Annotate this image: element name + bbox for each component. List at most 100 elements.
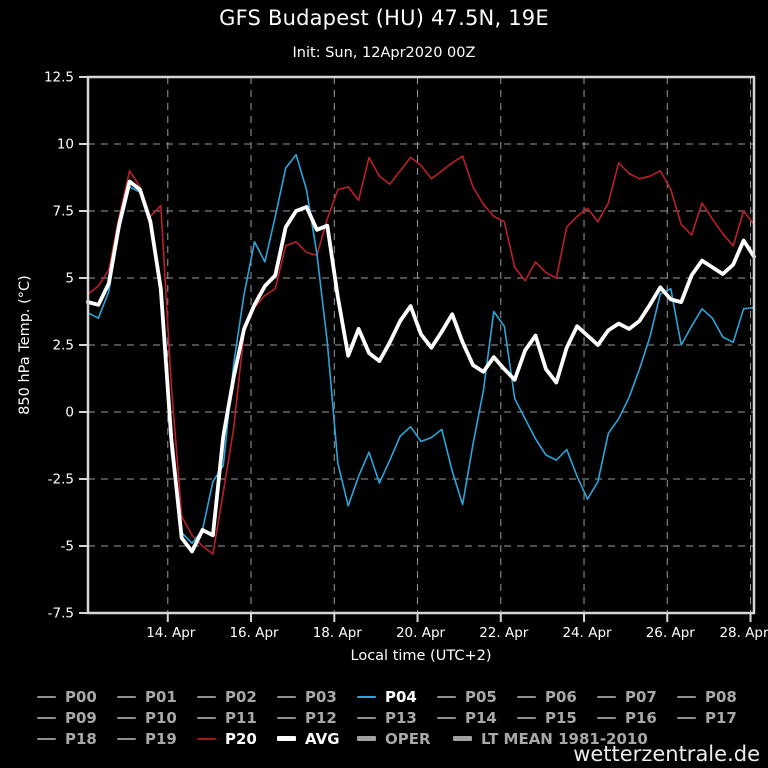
legend-item-p20: P20 xyxy=(197,730,277,748)
legend-swatch-lt-mean-1981-2010 xyxy=(453,736,472,741)
legend-label-p17: P17 xyxy=(705,708,737,727)
legend-label-p12: P12 xyxy=(305,708,337,727)
y-axis-title: 850 hPa Temp. (°C) xyxy=(17,275,33,415)
xtick-label-14. Apr: 14. Apr xyxy=(146,625,196,641)
xtick-label-18. Apr: 18. Apr xyxy=(313,625,363,641)
ytick-label-12.5: 12.5 xyxy=(44,70,74,86)
xtick-label-16. Apr: 16. Apr xyxy=(229,625,279,641)
legend-swatch-p06 xyxy=(517,695,536,698)
legend-swatch-p13 xyxy=(357,716,376,719)
legend-swatch-oper xyxy=(357,736,376,741)
legend-swatch-p15 xyxy=(517,716,536,719)
legend-item-p17: P17 xyxy=(677,709,757,727)
legend-swatch-p20 xyxy=(197,737,216,740)
legend-label-p07: P07 xyxy=(625,687,657,706)
series-avg-line xyxy=(86,179,756,554)
legend-swatch-avg xyxy=(277,736,296,741)
legend-swatch-p14 xyxy=(437,716,456,719)
legend-swatch-p09 xyxy=(37,716,56,719)
xtick-label-20. Apr: 20. Apr xyxy=(396,625,446,641)
legend-row-2: P09 P10 P11 P12 P13 P14 P15 P16 P17 xyxy=(37,707,764,728)
ytick-label--7.5: -7.5 xyxy=(48,606,74,622)
ytick-label-10: 10 xyxy=(57,137,74,153)
page-title: GFS Budapest (HU) 47.5N, 19E xyxy=(219,6,549,30)
legend-item-p09: P09 xyxy=(37,709,117,727)
legend-item-p03: P03 xyxy=(277,688,357,706)
legend-item-avg: AVG xyxy=(277,730,357,748)
ytick-label-7.5: 7.5 xyxy=(53,204,74,220)
legend-label-avg: AVG xyxy=(305,729,340,748)
legend-item-p07: P07 xyxy=(597,688,677,706)
legend-item-p04: P04 xyxy=(357,688,437,706)
ytick-label-0: 0 xyxy=(65,405,74,421)
legend-item-p13: P13 xyxy=(357,709,437,727)
legend-item-oper: OPER xyxy=(357,730,453,748)
legend-item-lt-mean-1981-2010: LT MEAN 1981-2010 xyxy=(453,730,648,748)
legend-item-p00: P00 xyxy=(37,688,117,706)
legend-label-p10: P10 xyxy=(145,708,177,727)
legend-swatch-p05 xyxy=(437,695,456,698)
legend-item-p19: P19 xyxy=(117,730,197,748)
legend-item-p02: P02 xyxy=(197,688,277,706)
watermark: wetterzentrale.de xyxy=(573,742,760,766)
xtick-label-28. Apr: 28. Apr xyxy=(719,625,768,641)
legend-label-p18: P18 xyxy=(65,729,97,748)
legend-label-p03: P03 xyxy=(305,687,337,706)
ytick-label--2.5: -2.5 xyxy=(48,472,74,488)
legend-swatch-p12 xyxy=(277,716,296,719)
legend-item-p18: P18 xyxy=(37,730,117,748)
ytick-label-2.5: 2.5 xyxy=(53,338,74,354)
legend-item-p01: P01 xyxy=(117,688,197,706)
legend-label-p09: P09 xyxy=(65,708,97,727)
xtick-label-22. Apr: 22. Apr xyxy=(479,625,529,641)
legend-item-p10: P10 xyxy=(117,709,197,727)
legend-row-1: P00 P01 P02 P03 P04 P05 P06 P07 P08 xyxy=(37,686,764,707)
legend-item-p05: P05 xyxy=(437,688,517,706)
legend-swatch-p16 xyxy=(597,716,616,719)
legend-label-p02: P02 xyxy=(225,687,257,706)
legend-label-p15: P15 xyxy=(545,708,577,727)
legend-swatch-p04 xyxy=(357,695,376,698)
legend-swatch-p19 xyxy=(117,737,136,740)
ytick-label-5: 5 xyxy=(65,271,74,287)
legend-swatch-p10 xyxy=(117,716,136,719)
xtick-label-26. Apr: 26. Apr xyxy=(646,625,696,641)
x-axis-title: Local time (UTC+2) xyxy=(351,648,492,664)
legend-swatch-p02 xyxy=(197,695,216,698)
series-p04-line xyxy=(87,153,755,545)
legend-label-oper: OPER xyxy=(385,729,431,748)
legend-label-p16: P16 xyxy=(625,708,657,727)
legend-swatch-p07 xyxy=(597,695,616,698)
legend-swatch-p08 xyxy=(677,695,696,698)
legend-label-p14: P14 xyxy=(465,708,497,727)
frame-layer xyxy=(86,75,756,615)
legend-item-p16: P16 xyxy=(597,709,677,727)
plot-frame xyxy=(86,75,756,615)
legend-label-p05: P05 xyxy=(465,687,497,706)
legend-row-3: P18 P19 P20 AVG OPER LT MEAN 1981-2010 xyxy=(37,728,764,749)
legend-label-p04: P04 xyxy=(385,687,417,706)
grid-layer xyxy=(88,77,754,613)
legend-label-lt-mean-1981-2010: LT MEAN 1981-2010 xyxy=(481,729,648,748)
legend-label-p13: P13 xyxy=(385,708,417,727)
legend-label-p06: P06 xyxy=(545,687,577,706)
legend-item-p15: P15 xyxy=(517,709,597,727)
init-subtitle: Init: Sun, 12Apr2020 00Z xyxy=(292,45,476,61)
axis-layer: 12.5 10 7.5 5 2.5 0 -2.5 -5 -7.5 14. Apr 16. Apr 18… xyxy=(44,70,768,642)
legend-label-p11: P11 xyxy=(225,708,257,727)
legend: P00 P01 P02 P03 P04 P05 P06 P07 P08 P09 P10 P11 P12 P… xyxy=(37,686,764,749)
legend-item-p14: P14 xyxy=(437,709,517,727)
legend-label-p19: P19 xyxy=(145,729,177,748)
legend-item-p11: P11 xyxy=(197,709,277,727)
legend-item-p06: P06 xyxy=(517,688,597,706)
legend-swatch-p01 xyxy=(117,695,136,698)
legend-label-p08: P08 xyxy=(705,687,737,706)
legend-swatch-p11 xyxy=(197,716,216,719)
ytick-label--5: -5 xyxy=(61,539,74,555)
legend-swatch-p18 xyxy=(37,737,56,740)
legend-label-p01: P01 xyxy=(145,687,177,706)
series-p20-line xyxy=(87,155,755,555)
legend-swatch-p00 xyxy=(37,695,56,698)
